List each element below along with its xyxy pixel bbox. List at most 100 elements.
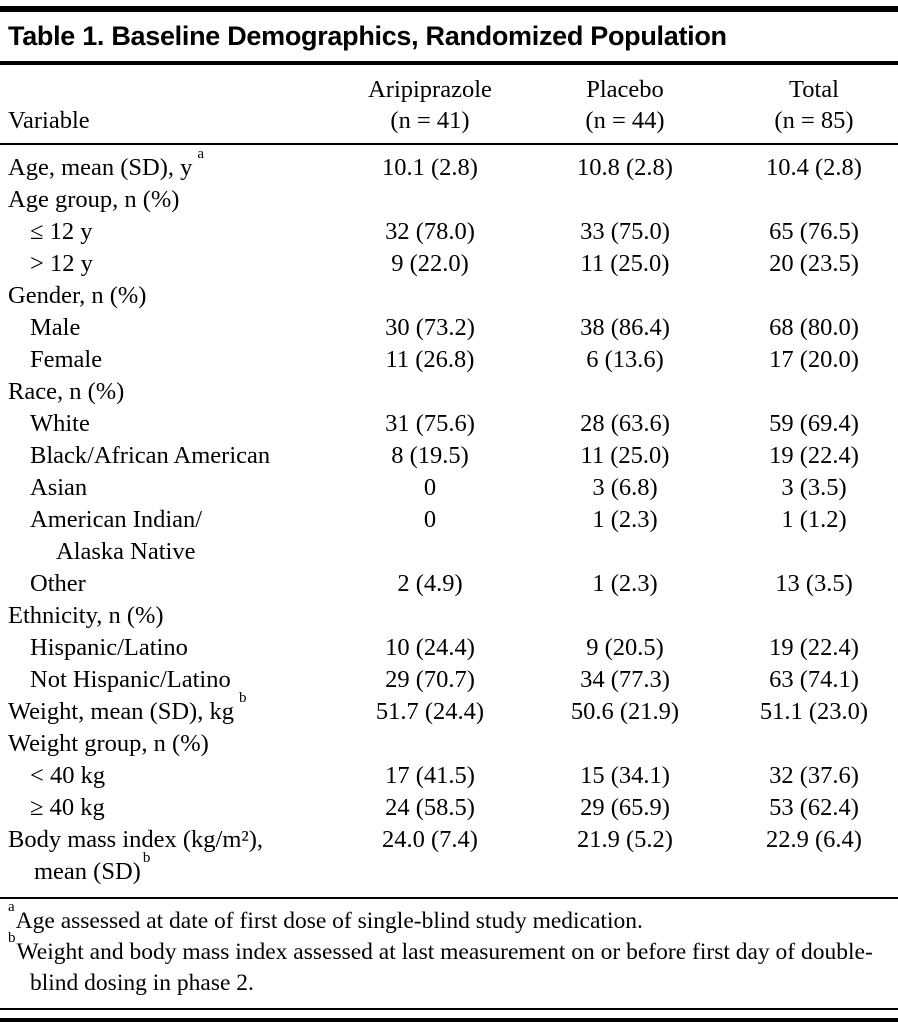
row-label: < 40 kg (30, 762, 106, 789)
table-row: Asian 0 3 (6.8) 3 (3.5) (0, 472, 898, 504)
row-label: Race, n (%) (8, 378, 125, 405)
row-label: Age group, n (%) (8, 186, 180, 213)
row-value: 3 (6.8) (592, 474, 658, 501)
title-rule (0, 61, 898, 65)
row-value: 65 (76.5) (769, 218, 859, 245)
row-value: 17 (20.0) (769, 346, 859, 373)
row-label: Age, mean (SD), ya (0, 146, 340, 184)
row-value: 53 (62.4) (769, 794, 859, 821)
row-value: 63 (74.1) (769, 666, 859, 693)
table-row: Body mass index (kg/m²), mean (SD)b 24.0… (0, 824, 898, 888)
table-body: Age, mean (SD), ya 10.1 (2.8) 10.8 (2.8)… (0, 145, 898, 897)
column-n: (n = 41) (390, 107, 470, 134)
row-value: 1 (2.3) (592, 570, 658, 597)
row-value: 11 (26.8) (385, 346, 475, 373)
table-row: Female 11 (26.8) 6 (13.6) 17 (20.0) (0, 344, 898, 376)
row-value: 8 (19.5) (391, 442, 469, 469)
row-label-text: mean (SD) (34, 858, 141, 885)
row-value: 31 (75.6) (385, 410, 475, 437)
row-label: Female (30, 346, 103, 373)
row-value: 15 (34.1) (580, 762, 670, 789)
table-header-row: Variable Aripiprazole (n = 41) Placebo (… (0, 65, 898, 143)
row-label: Gender, n (%) (8, 282, 147, 309)
table-row: > 12 y 9 (22.0) 11 (25.0) 20 (23.5) (0, 248, 898, 280)
table-row: < 40 kg 17 (41.5) 15 (34.1) 32 (37.6) (0, 760, 898, 792)
row-label: Weight, mean (SD), kgb (0, 690, 340, 728)
row-value: 19 (22.4) (769, 442, 859, 469)
row-value: 68 (80.0) (769, 314, 859, 341)
footnote-text: Age assessed at date of first dose of si… (15, 908, 643, 934)
superscript-marker: b (142, 849, 151, 866)
row-value: 1 (2.3) (592, 506, 658, 533)
row-value: 13 (3.5) (775, 570, 853, 597)
table-title: Table 1. Baseline Demographics, Randomiz… (8, 21, 727, 51)
row-value: 24 (58.5) (385, 794, 475, 821)
row-value: 9 (22.0) (391, 250, 469, 277)
table-row: Age, mean (SD), ya 10.1 (2.8) 10.8 (2.8)… (0, 146, 898, 184)
table-row: Not Hispanic/Latino 29 (70.7) 34 (77.3) … (0, 664, 898, 696)
row-label: Weight group, n (%) (8, 730, 209, 757)
row-label: Other (30, 570, 86, 597)
row-label: Asian (30, 474, 88, 501)
row-label: > 12 y (30, 250, 93, 277)
row-label-line2: Alaska Native (56, 538, 196, 565)
row-value: 51.1 (23.0) (759, 698, 869, 725)
row-label: American Indian/ Alaska Native (0, 504, 340, 568)
row-label-text: Weight, mean (SD), kg (8, 698, 234, 725)
row-value: 29 (70.7) (385, 666, 475, 693)
row-value: 38 (86.4) (580, 314, 670, 341)
row-value: 1 (1.2) (781, 506, 847, 533)
row-value: 0 (423, 474, 437, 501)
table-row: Hispanic/Latino 10 (24.4) 9 (20.5) 19 (2… (0, 632, 898, 664)
table-row: Black/African American 8 (19.5) 11 (25.0… (0, 440, 898, 472)
row-value: 51.7 (24.4) (375, 698, 485, 725)
row-label: Ethnicity, n (%) (8, 602, 164, 629)
row-value: 34 (77.3) (580, 666, 670, 693)
row-value: 10.4 (2.8) (766, 154, 862, 181)
row-label: Black/African American (30, 442, 271, 469)
row-label-line2: mean (SD)b (8, 850, 340, 888)
row-label: Not Hispanic/Latino (30, 666, 231, 693)
row-label: Hispanic/Latino (30, 634, 188, 661)
row-value: 50.6 (21.9) (570, 698, 680, 725)
row-value: 32 (78.0) (385, 218, 475, 245)
footnote-b: bWeight and body mass index assessed at … (8, 931, 890, 999)
row-value: 9 (20.5) (586, 634, 664, 661)
top-rule (0, 6, 898, 12)
row-value: 28 (63.6) (580, 410, 670, 437)
row-value: 10.8 (2.8) (577, 154, 673, 181)
row-value: 21.9 (5.2) (577, 826, 673, 853)
bottom-inner-rule (0, 1008, 898, 1010)
table-row: Weight group, n (%) (0, 728, 898, 760)
superscript-marker: b (238, 689, 247, 706)
row-value: 19 (22.4) (769, 634, 859, 661)
column-name: Placebo (586, 76, 664, 103)
row-value: 0 (423, 506, 437, 533)
row-value: 6 (13.6) (586, 346, 664, 373)
table-row: Weight, mean (SD), kgb 51.7 (24.4) 50.6 … (0, 690, 898, 728)
row-value: 29 (65.9) (580, 794, 670, 821)
variable-column-header: Variable (8, 107, 90, 134)
table-row: White 31 (75.6) 28 (63.6) 59 (69.4) (0, 408, 898, 440)
header-rule (0, 143, 898, 145)
row-value: 32 (37.6) (769, 762, 859, 789)
row-value: 17 (41.5) (385, 762, 475, 789)
table-row: American Indian/ Alaska Native 0 1 (2.3)… (0, 504, 898, 568)
row-label-text: Age, mean (SD), y (8, 154, 193, 181)
bottom-rule (0, 1018, 898, 1022)
row-value: 3 (3.5) (781, 474, 847, 501)
column-name: Total (789, 76, 839, 103)
table-row: ≤ 12 y 32 (78.0) 33 (75.0) 65 (76.5) (0, 216, 898, 248)
column-name: Aripiprazole (368, 76, 492, 103)
row-value: 10 (24.4) (385, 634, 475, 661)
row-value: 10.1 (2.8) (382, 154, 478, 181)
row-value: 22.9 (6.4) (766, 826, 862, 853)
row-value: 24.0 (7.4) (382, 826, 478, 853)
row-value: 11 (25.0) (580, 442, 670, 469)
footnote-marker: b (8, 930, 16, 947)
footnote-text: Weight and body mass index assessed at l… (16, 939, 873, 996)
row-value: 11 (25.0) (580, 250, 670, 277)
row-label: Male (30, 314, 81, 341)
table-row: Race, n (%) (0, 376, 898, 408)
